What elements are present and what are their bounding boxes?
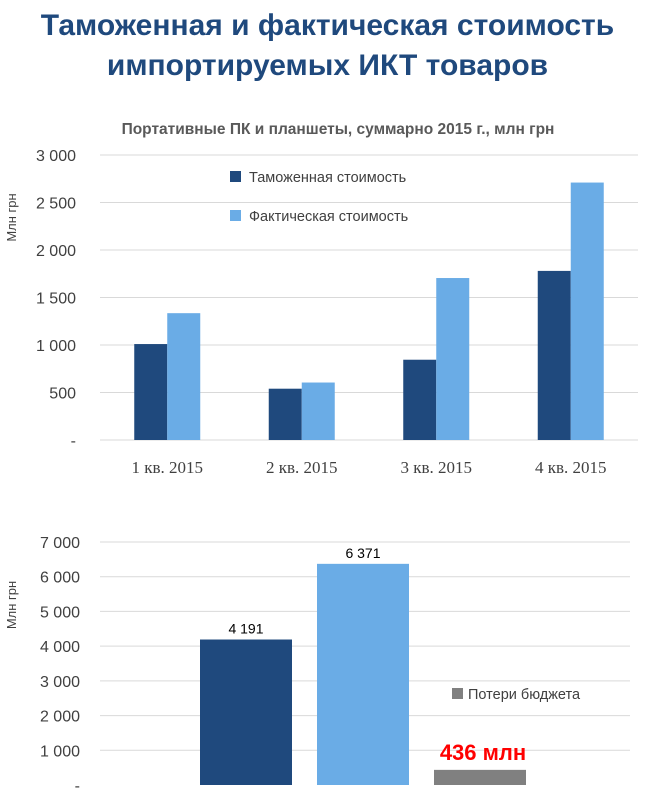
loss-data-label: 436 млн bbox=[440, 740, 526, 765]
y-tick-label: 2 000 bbox=[36, 243, 76, 260]
chart-title: Портативные ПК и планшеты, суммарно 2015… bbox=[122, 121, 555, 138]
y-axis-label: Млн грн bbox=[4, 193, 19, 241]
legend-swatch bbox=[230, 171, 241, 182]
y-tick-label: 5 000 bbox=[40, 604, 80, 621]
bar-customs bbox=[403, 359, 437, 440]
y-tick-label: - bbox=[75, 778, 80, 789]
y-axis-label: Млн грн bbox=[4, 581, 19, 629]
y-tick-label: 500 bbox=[49, 386, 76, 403]
y-tick-label: - bbox=[71, 433, 76, 450]
x-tick-label: 3 кв. 2015 bbox=[400, 458, 472, 477]
bar-actual bbox=[570, 182, 604, 441]
legend-swatch bbox=[452, 688, 463, 699]
bar-actual bbox=[301, 382, 335, 440]
bar-actual bbox=[436, 278, 470, 440]
y-tick-label: 3 000 bbox=[36, 148, 76, 165]
bar-actual bbox=[317, 563, 409, 785]
y-tick-label: 2 000 bbox=[40, 709, 80, 726]
data-label: 4 191 bbox=[228, 621, 263, 637]
x-tick-label: 1 кв. 2015 bbox=[131, 458, 203, 477]
legend-label: Таможенная стоимость bbox=[249, 170, 406, 186]
page-title: Таможенная и фактическая стоимость импор… bbox=[0, 6, 655, 86]
bar-loss bbox=[434, 769, 526, 785]
y-tick-label: 6 000 bbox=[40, 570, 80, 587]
quarterly-bar-chart: Портативные ПК и планшеты, суммарно 2015… bbox=[4, 121, 638, 477]
y-tick-label: 3 000 bbox=[40, 674, 80, 691]
legend-label: Потери бюджета bbox=[468, 687, 581, 703]
y-tick-label: 7 000 bbox=[40, 535, 80, 552]
bar-actual bbox=[167, 313, 201, 440]
y-tick-label: 1 000 bbox=[40, 743, 80, 760]
y-tick-label: 4 000 bbox=[40, 639, 80, 656]
y-tick-label: 1 000 bbox=[36, 338, 76, 355]
page-title-line-2: импортируемых ИКТ товаров bbox=[106, 49, 549, 82]
page-title-line-1: Таможенная и фактическая стоимость bbox=[40, 9, 615, 42]
x-tick-label: 4 кв. 2015 bbox=[535, 458, 607, 477]
bar-customs bbox=[537, 270, 571, 440]
legend-swatch bbox=[230, 210, 241, 221]
legend-label: Фактическая стоимость bbox=[249, 209, 408, 225]
total-bar-chart: Млн грн - 1 000 2 000 3 000 4 000 5 000 6 000 7 … bbox=[4, 535, 630, 789]
bar-customs bbox=[134, 344, 168, 440]
bar-customs bbox=[268, 388, 302, 440]
y-tick-label: 2 500 bbox=[36, 196, 76, 213]
bar-customs bbox=[200, 639, 292, 785]
y-tick-label: 1 500 bbox=[36, 291, 76, 308]
x-tick-label: 2 кв. 2015 bbox=[266, 458, 338, 477]
data-label: 6 371 bbox=[345, 545, 380, 561]
